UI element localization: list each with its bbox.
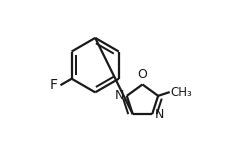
Text: N: N <box>155 108 164 121</box>
Text: F: F <box>49 78 57 92</box>
Text: N: N <box>115 89 124 102</box>
Text: CH₃: CH₃ <box>170 86 192 99</box>
Text: O: O <box>138 68 147 81</box>
